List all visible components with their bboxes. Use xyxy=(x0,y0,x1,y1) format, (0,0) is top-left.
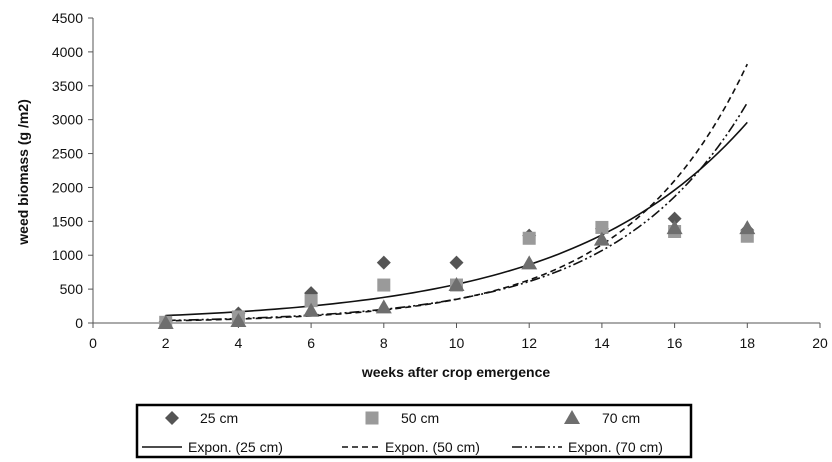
data-point-series-2 xyxy=(522,231,536,245)
y-axis-ticks: 0 500 1000 1500 2000 2500 3000 3500 4000 4500 xyxy=(52,10,93,331)
legend-label: 50 cm xyxy=(401,410,439,426)
x-tick-label: 4 xyxy=(235,335,243,351)
data-point-series-3 xyxy=(448,277,465,292)
y-tick-label: 1500 xyxy=(52,213,83,229)
y-tick-label: 4500 xyxy=(52,10,83,26)
legend-label: 25 cm xyxy=(200,410,238,426)
y-tick-label: 4000 xyxy=(52,44,83,60)
data-point-series-3 xyxy=(666,220,683,235)
x-tick-label: 6 xyxy=(307,335,315,351)
data-point-series-2 xyxy=(304,294,318,308)
data-point-series-3 xyxy=(157,315,174,329)
y-tick-label: 2000 xyxy=(52,179,83,195)
x-axis-ticks: 0 2 4 6 8 10 12 14 16 18 20 xyxy=(89,323,828,351)
legend-symbol-1 xyxy=(165,411,179,425)
legend-symbol-2 xyxy=(365,411,379,425)
data-point-series-1 xyxy=(449,255,464,270)
data-point-series-2 xyxy=(377,278,391,292)
data-markers xyxy=(157,211,756,329)
legend: 25 cm 50 cm 70 cm Expon. (25 cm) Expon. (50 … xyxy=(135,403,693,459)
data-point-series-3 xyxy=(303,302,320,317)
data-point-series-1 xyxy=(376,255,391,270)
legend-label: Expon. (50 cm) xyxy=(385,439,480,455)
y-tick-label: 3500 xyxy=(52,78,83,94)
data-point-series-3 xyxy=(739,220,756,235)
data-point-series-1 xyxy=(667,211,682,226)
data-point-series-3 xyxy=(521,255,538,270)
legend-box xyxy=(135,403,693,459)
data-point-series-3 xyxy=(593,231,610,246)
x-tick-label: 12 xyxy=(521,335,537,351)
x-tick-label: 14 xyxy=(594,335,610,351)
legend-label: Expon. (70 cm) xyxy=(568,439,663,455)
data-point-series-3 xyxy=(375,299,392,314)
x-tick-label: 2 xyxy=(162,335,170,351)
x-tick-label: 20 xyxy=(812,335,828,351)
y-tick-label: 500 xyxy=(60,281,84,297)
y-tick-label: 2500 xyxy=(52,146,83,162)
x-axis-title: weeks after crop emergence xyxy=(361,364,551,380)
x-tick-label: 18 xyxy=(740,335,756,351)
x-tick-label: 16 xyxy=(667,335,683,351)
legend-label: 70 cm xyxy=(602,410,640,426)
data-point-series-3 xyxy=(230,312,247,327)
y-tick-label: 0 xyxy=(75,315,83,331)
trendline-2 xyxy=(165,63,749,322)
y-tick-label: 3000 xyxy=(52,112,83,128)
x-tick-label: 0 xyxy=(89,335,97,351)
x-tick-label: 10 xyxy=(449,335,465,351)
data-point-series-2 xyxy=(595,220,609,234)
y-axis-title: weed biomass (g /m2) xyxy=(15,99,31,245)
y-tick-label: 1000 xyxy=(52,247,83,263)
legend-label: Expon. (25 cm) xyxy=(188,439,283,455)
trendline-3 xyxy=(165,102,748,322)
legend-symbol-3 xyxy=(564,410,580,424)
x-tick-label: 8 xyxy=(380,335,388,351)
